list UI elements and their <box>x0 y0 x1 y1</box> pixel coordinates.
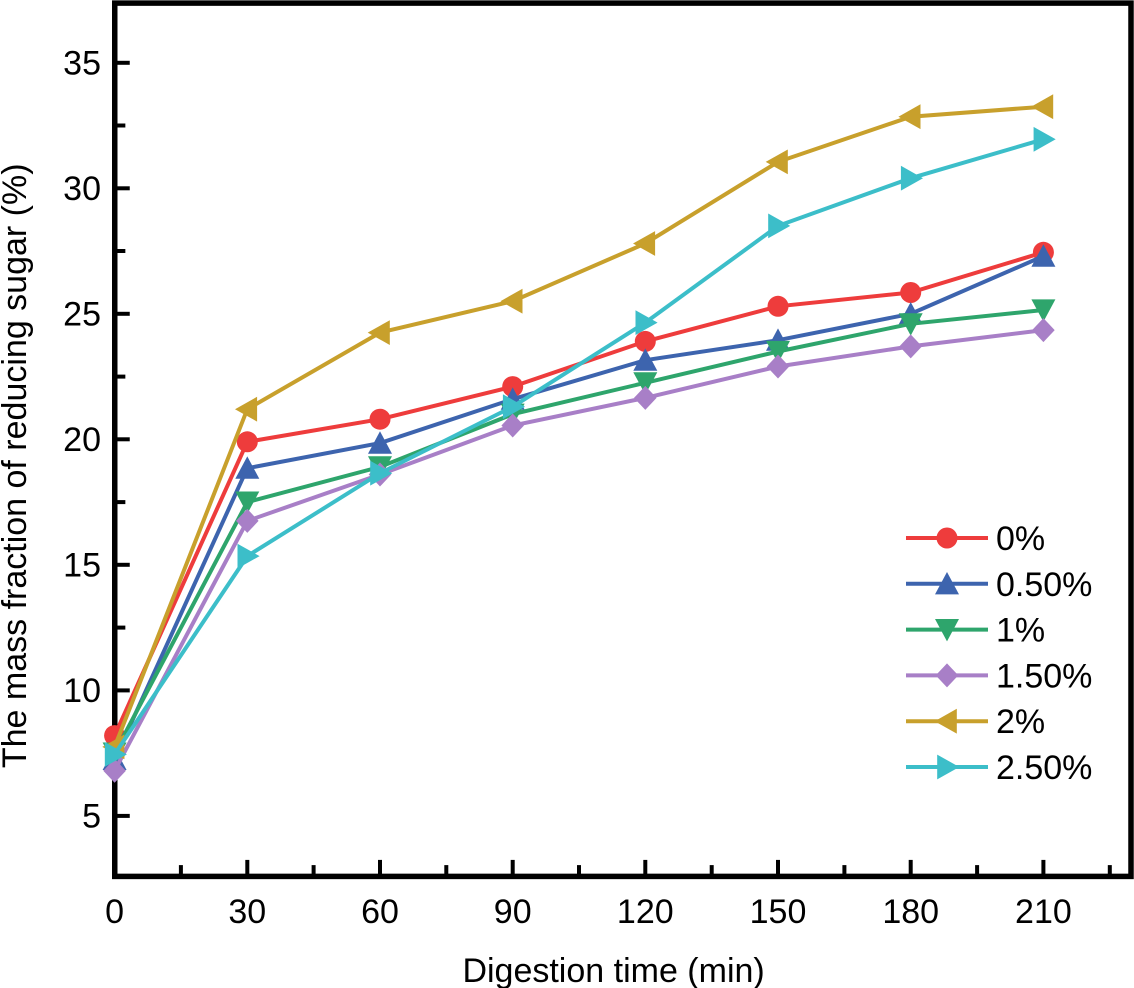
svg-text:The mass fraction of reducing: The mass fraction of reducing sugar (%) <box>0 163 34 768</box>
svg-text:210: 210 <box>1015 893 1072 931</box>
svg-text:5: 5 <box>82 797 101 835</box>
svg-text:0.50%: 0.50% <box>996 566 1092 604</box>
svg-text:180: 180 <box>882 893 939 931</box>
svg-text:10: 10 <box>63 672 101 710</box>
svg-text:1%: 1% <box>996 612 1045 650</box>
svg-text:20: 20 <box>63 421 101 459</box>
svg-text:35: 35 <box>63 44 101 82</box>
svg-text:30: 30 <box>228 893 266 931</box>
svg-text:90: 90 <box>494 893 532 931</box>
svg-text:150: 150 <box>750 893 807 931</box>
svg-text:120: 120 <box>617 893 674 931</box>
svg-text:1.50%: 1.50% <box>996 657 1092 695</box>
svg-text:0: 0 <box>105 893 124 931</box>
svg-text:Digestion time (min): Digestion time (min) <box>462 952 764 988</box>
svg-text:30: 30 <box>63 170 101 208</box>
svg-text:2.50%: 2.50% <box>996 749 1092 787</box>
svg-text:15: 15 <box>63 546 101 584</box>
svg-text:2%: 2% <box>996 703 1045 741</box>
svg-text:25: 25 <box>63 295 101 333</box>
svg-text:0%: 0% <box>996 520 1045 558</box>
svg-text:60: 60 <box>361 893 399 931</box>
